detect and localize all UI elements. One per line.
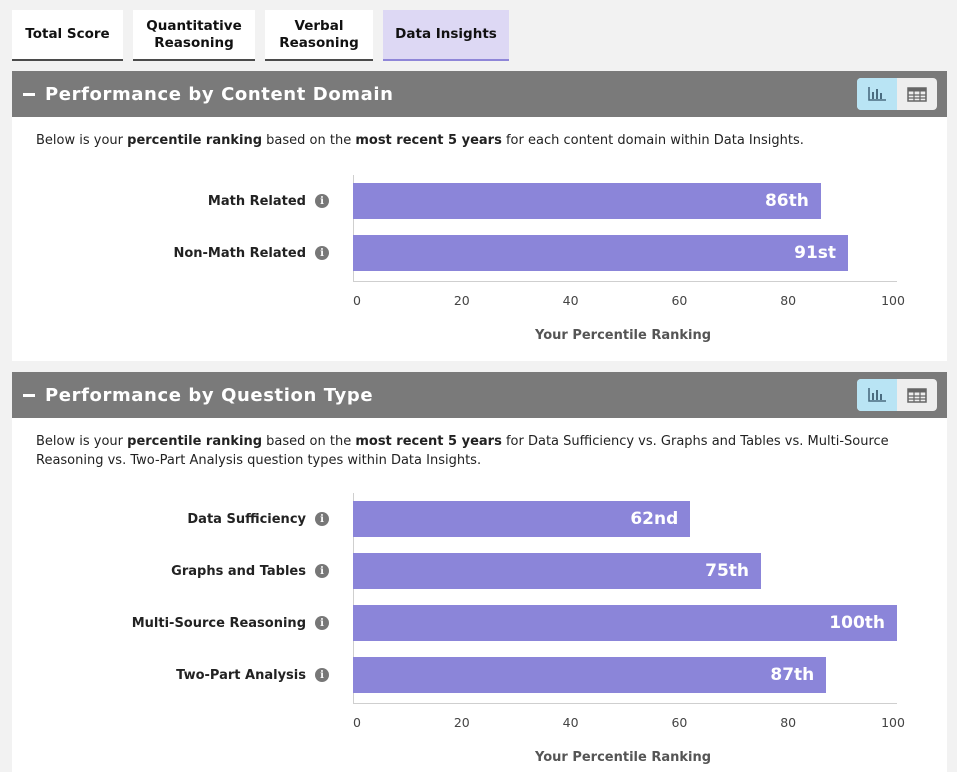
info-icon[interactable]: i — [315, 564, 329, 578]
content-domain-panel: Performance by Content Domain — [12, 71, 947, 361]
view-toggle — [857, 78, 937, 110]
tab-verbal-reasoning[interactable]: Verbal Reasoning — [265, 10, 373, 61]
x-tick-label: 100 — [881, 715, 905, 730]
x-tick-label: 20 — [453, 293, 470, 308]
percentile-bar-chart: Math Related i 86th Non-Math Related i 91st 0 2… — [12, 71, 947, 361]
x-tick-label: 0 — [353, 715, 361, 730]
x-axis-title: Your Percentile Ranking — [534, 750, 712, 765]
table-view-button[interactable] — [897, 78, 937, 110]
info-icon[interactable]: i — [315, 246, 329, 260]
bar-chart-icon — [868, 388, 886, 402]
x-tick-label: 40 — [562, 715, 579, 730]
chart-view-button[interactable] — [857, 78, 897, 110]
y-axis-line — [353, 175, 354, 281]
percentile-bar: 62nd — [353, 501, 691, 537]
table-icon — [907, 86, 927, 102]
description-emphasis: percentile ranking — [127, 133, 263, 148]
description-text: for each content domain within Data Insi… — [501, 133, 804, 148]
panel-title: Performance by Question Type — [45, 384, 374, 406]
minus-icon[interactable] — [23, 92, 35, 96]
x-tick-label: 0 — [353, 293, 361, 308]
description-text: Below is your — [36, 434, 128, 449]
category-label-text: Non-Math Related — [173, 245, 306, 261]
description-emphasis: percentile ranking — [127, 434, 263, 449]
info-icon[interactable]: i — [315, 668, 329, 682]
question-type-panel: Performance by Question Type — [12, 372, 947, 772]
panel-header: Performance by Content Domain — [12, 71, 947, 117]
panel-description: Below is your percentile ranking based o… — [12, 117, 947, 150]
x-tick-label: 80 — [780, 293, 797, 308]
info-icon[interactable]: i — [315, 512, 329, 526]
category-label-text: Data Sufficiency — [187, 511, 306, 527]
panel-title: Performance by Content Domain — [45, 83, 394, 105]
x-tick-label: 100 — [881, 293, 905, 308]
bar-value-label: 75th — [705, 561, 749, 581]
percentile-bar: 87th — [353, 657, 827, 693]
info-icon[interactable]: i — [315, 194, 329, 208]
percentile-bar: 100th — [353, 605, 897, 641]
x-axis-title: Your Percentile Ranking — [534, 328, 712, 343]
category-label: Data Sufficiency i — [187, 509, 329, 529]
bar-value-label: 62nd — [630, 509, 679, 529]
x-tick-label: 80 — [780, 715, 797, 730]
category-label: Graphs and Tables i — [171, 561, 329, 581]
x-tick-label: 60 — [671, 715, 688, 730]
x-axis-line — [353, 703, 897, 704]
y-axis-line — [353, 493, 354, 703]
description-emphasis: most recent 5 years — [355, 133, 502, 148]
description-text: Below is your — [36, 133, 128, 148]
bar-value-label: 86th — [764, 191, 809, 211]
x-axis-line — [353, 281, 897, 282]
description-emphasis: most recent 5 years — [355, 434, 502, 449]
bar-value-label: 87th — [770, 665, 815, 685]
x-tick-label: 20 — [453, 715, 470, 730]
category-label: Math Related i — [208, 191, 329, 211]
info-icon[interactable]: i — [315, 616, 329, 630]
x-tick-label: 40 — [562, 293, 579, 308]
category-label: Multi-Source Reasoning i — [132, 613, 329, 633]
description-text: based on the — [262, 434, 356, 449]
tab-data-insights[interactable]: Data Insights — [383, 10, 509, 61]
description-text: for Data Sufficiency vs. Graphs and Tabl… — [36, 434, 889, 468]
panel-description: Below is your percentile ranking based o… — [12, 418, 947, 470]
tab-quantitative-reasoning[interactable]: Quantitative Reasoning — [133, 10, 255, 61]
tab-total-score[interactable]: Total Score — [12, 10, 123, 61]
view-toggle — [857, 379, 937, 411]
panel-header: Performance by Question Type — [12, 372, 947, 418]
percentile-bar-chart: Data Sufficiency i 62nd Graphs and Tables i 7… — [12, 372, 947, 772]
table-view-button[interactable] — [897, 379, 937, 411]
category-label: Two-Part Analysis i — [176, 665, 329, 685]
chart-view-button[interactable] — [857, 379, 897, 411]
category-label: Non-Math Related i — [173, 243, 329, 263]
percentile-bar: 86th — [353, 183, 821, 219]
x-tick-label: 60 — [671, 293, 688, 308]
category-label-text: Two-Part Analysis — [176, 667, 306, 683]
description-text: based on the — [262, 133, 356, 148]
percentile-bar: 75th — [353, 553, 761, 589]
category-label-text: Multi-Source Reasoning — [131, 615, 306, 631]
percentile-bar: 91st — [353, 235, 849, 271]
bar-value-label: 100th — [829, 613, 885, 633]
category-label-text: Graphs and Tables — [171, 563, 306, 579]
bar-value-label: 91st — [794, 243, 837, 263]
minus-icon[interactable] — [23, 393, 35, 397]
category-label-text: Math Related — [207, 193, 306, 209]
table-icon — [907, 387, 927, 403]
bar-chart-icon — [868, 87, 886, 101]
